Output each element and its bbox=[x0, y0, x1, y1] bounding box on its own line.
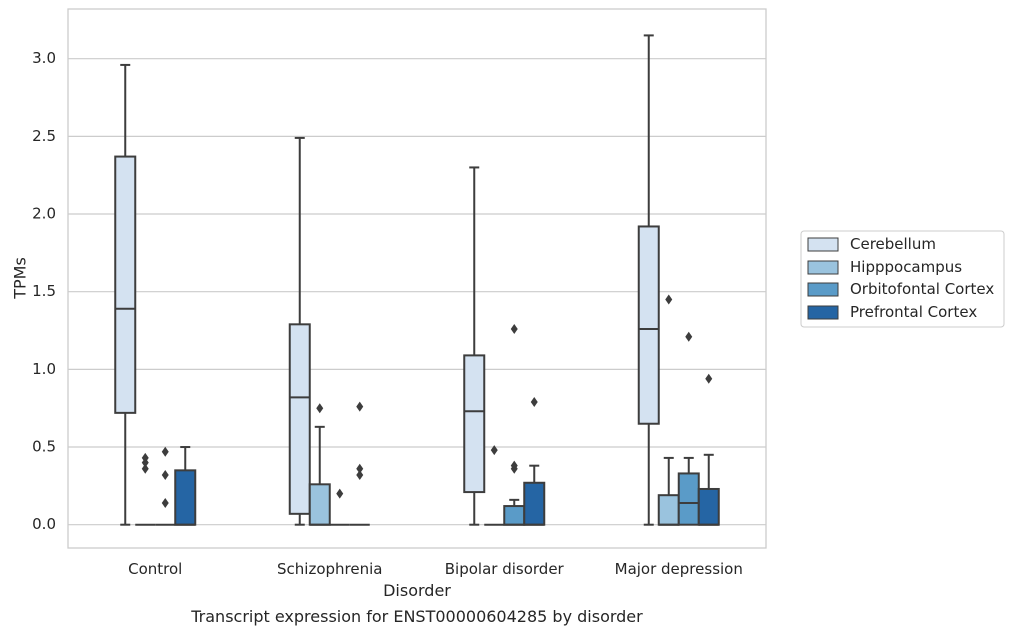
legend-item-prefrontal-cortex: Prefrontal Cortex bbox=[807, 303, 977, 321]
box-prefrontal-cortex-control bbox=[174, 446, 197, 526]
outlier-point bbox=[161, 446, 169, 457]
outlier-point bbox=[161, 469, 169, 480]
series-hipppocampus bbox=[135, 294, 680, 526]
y-tick-label: 0.0 bbox=[32, 515, 56, 533]
plot-area-frame bbox=[67, 8, 767, 549]
y-axis-title: TPMs bbox=[11, 257, 30, 300]
box-prefrontal-cortex-bipolar-disorder bbox=[523, 396, 546, 526]
outlier-point bbox=[356, 469, 364, 480]
outlier-point bbox=[141, 463, 149, 474]
x-tick-label: Control bbox=[128, 560, 182, 578]
series-cerebellum bbox=[114, 34, 660, 526]
x-axis-ticks: Control Schizophrenia Bipolar disorder Majo… bbox=[128, 560, 743, 578]
outlier-point bbox=[161, 497, 169, 508]
box-iqr bbox=[463, 354, 486, 494]
box-hipppocampus-major-depression bbox=[657, 294, 680, 526]
outlier-point bbox=[141, 452, 149, 463]
box-prefrontal-cortex-schizophrenia bbox=[349, 401, 370, 526]
legend-label-cerebellum: Cerebellum bbox=[850, 235, 936, 253]
y-tick-label: 3.0 bbox=[32, 49, 56, 67]
series-prefrontal-cortex bbox=[174, 373, 720, 526]
y-tick-label: 2.5 bbox=[32, 127, 56, 145]
outlier-point bbox=[685, 331, 693, 342]
box-cerebellum-major-depression bbox=[637, 34, 660, 526]
outlier-point bbox=[336, 488, 344, 499]
box-iqr bbox=[114, 155, 137, 414]
box-orbitofontal-cortex-schizophrenia bbox=[329, 488, 350, 526]
box-iqr bbox=[174, 469, 197, 526]
outlier-point bbox=[510, 460, 518, 471]
box-iqr bbox=[657, 494, 680, 526]
legend-swatch-cerebellum bbox=[807, 237, 839, 252]
outlier-point bbox=[490, 445, 498, 456]
series-orbitofontal-cortex bbox=[155, 323, 700, 526]
legend-frame bbox=[800, 230, 1005, 328]
y-axis-ticks: 0.0 0.5 1.0 1.5 2.0 2.5 3.0 bbox=[32, 49, 56, 533]
box-iqr bbox=[288, 323, 311, 515]
outlier-point bbox=[510, 323, 518, 334]
y-tick-label: 1.0 bbox=[32, 360, 56, 378]
x-tick-label: Schizophrenia bbox=[277, 560, 382, 578]
boxplot-series bbox=[114, 34, 720, 526]
legend-swatch-orbitofontal-cortex bbox=[807, 282, 839, 297]
y-tick-label: 2.0 bbox=[32, 205, 56, 223]
legend-swatch-prefrontal-cortex bbox=[807, 305, 839, 320]
box-orbitofontal-cortex-bipolar-disorder bbox=[503, 323, 526, 526]
box-iqr bbox=[637, 225, 660, 425]
outlier-point bbox=[705, 373, 713, 384]
outlier-point bbox=[316, 403, 324, 414]
legend-label-orbitofontal-cortex: Orbitofontal Cortex bbox=[850, 280, 994, 298]
box-hipppocampus-schizophrenia bbox=[308, 403, 331, 526]
box-iqr bbox=[677, 472, 700, 526]
legend-label-prefrontal-cortex: Prefrontal Cortex bbox=[850, 303, 977, 321]
y-tick-label: 0.5 bbox=[32, 438, 56, 456]
x-tick-label: Bipolar disorder bbox=[445, 560, 565, 578]
chart-caption: Transcript expression for ENST0000060428… bbox=[190, 607, 643, 626]
box-iqr bbox=[523, 481, 546, 526]
box-orbitofontal-cortex-major-depression bbox=[677, 331, 700, 526]
box-hipppocampus-bipolar-disorder bbox=[484, 445, 505, 526]
y-tick-label: 1.5 bbox=[32, 282, 56, 300]
legend: Cerebellum Hipppocampus Orbitofontal Cor… bbox=[800, 230, 1005, 328]
legend-item-orbitofontal-cortex: Orbitofontal Cortex bbox=[807, 280, 994, 298]
legend-swatch-hipppocampus bbox=[807, 260, 839, 275]
legend-label-hipppocampus: Hipppocampus bbox=[850, 258, 962, 276]
outlier-point bbox=[530, 396, 538, 407]
outlier-point bbox=[356, 401, 364, 412]
outlier-point bbox=[356, 463, 364, 474]
outlier-point bbox=[665, 294, 673, 305]
legend-item-hipppocampus: Hipppocampus bbox=[807, 258, 962, 276]
x-tick-label: Major depression bbox=[615, 560, 743, 578]
box-iqr bbox=[697, 487, 720, 526]
box-cerebellum-schizophrenia bbox=[288, 136, 311, 526]
legend-item-cerebellum: Cerebellum bbox=[807, 235, 936, 253]
box-prefrontal-cortex-major-depression bbox=[697, 373, 720, 526]
x-axis-title: Disorder bbox=[383, 581, 451, 600]
box-cerebellum-control bbox=[114, 63, 137, 526]
box-orbitofontal-cortex-control bbox=[155, 446, 176, 526]
box-iqr bbox=[308, 483, 331, 526]
box-hipppocampus-control bbox=[135, 452, 156, 526]
grid-lines bbox=[68, 58, 766, 526]
box-iqr bbox=[503, 505, 526, 526]
box-cerebellum-bipolar-disorder bbox=[463, 166, 486, 526]
